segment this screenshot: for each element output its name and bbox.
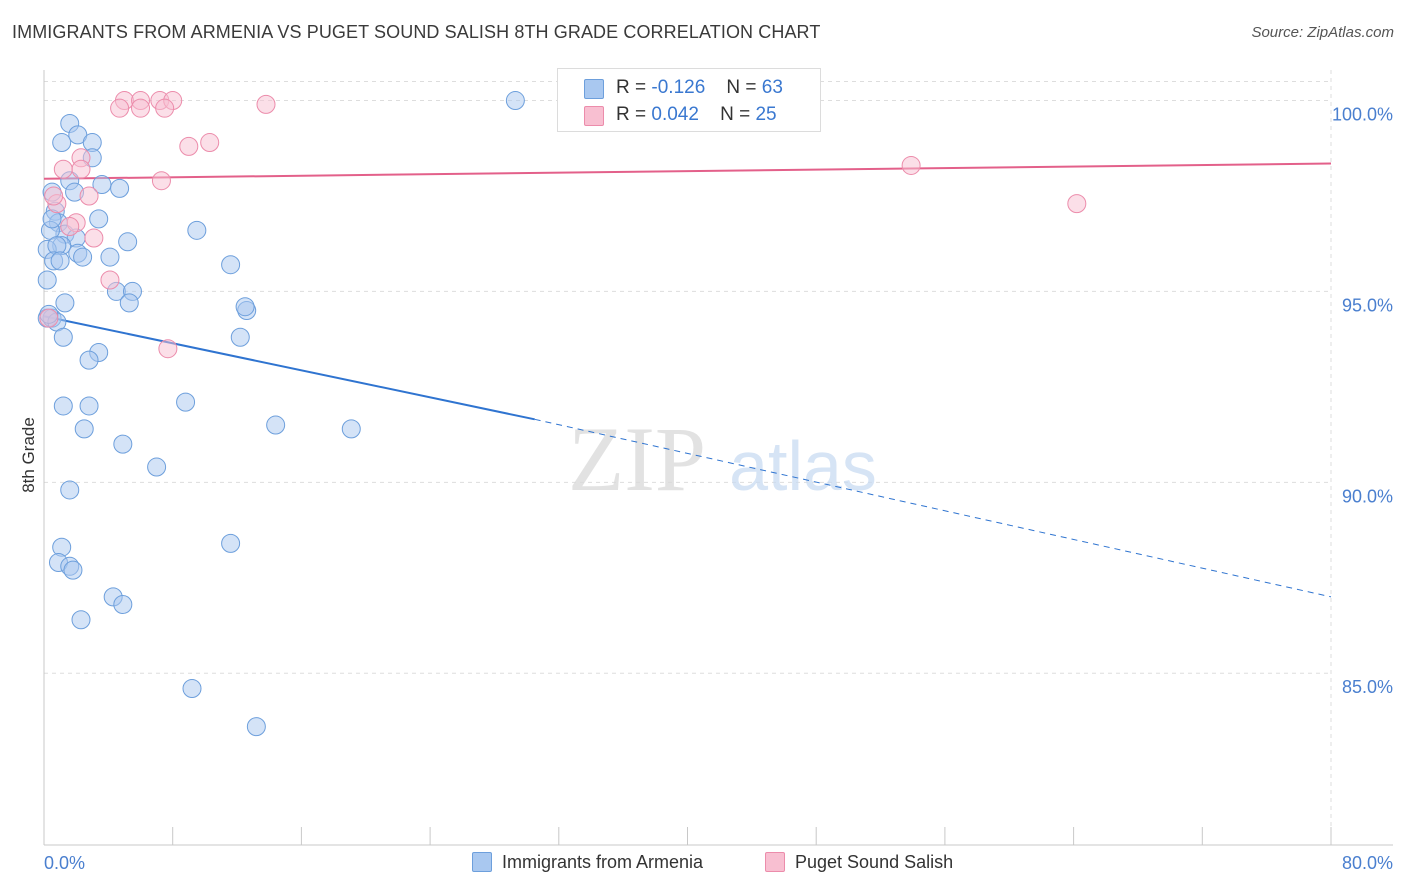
y-tick-label: 85.0%	[1342, 677, 1393, 697]
source-label: Source: ZipAtlas.com	[1251, 24, 1394, 41]
point-armenia	[60, 480, 80, 500]
point-armenia	[100, 247, 120, 267]
legend-r-value-armenia: -0.126	[651, 77, 706, 98]
point-armenia	[37, 270, 57, 290]
point-armenia	[341, 419, 361, 439]
point-salish	[179, 136, 199, 156]
point-armenia	[53, 327, 73, 347]
axes	[43, 70, 1393, 846]
legend-r-value-salish: 0.042	[651, 104, 699, 125]
bottom-legend-swatch-armenia	[472, 852, 492, 872]
legend-swatch-salish	[584, 106, 604, 126]
point-salish	[79, 186, 99, 206]
y-axis-label: 8th Grade	[19, 417, 38, 493]
tick-labels: 85.0% 90.0% 95.0% 100.0% 0.0% 80.0%	[44, 105, 1393, 873]
chart-title: IMMIGRANTS FROM ARMENIA VS PUGET SOUND S…	[12, 22, 821, 42]
legend-n-label: N =	[720, 104, 751, 125]
watermark: ZIP atlas	[568, 408, 877, 510]
point-armenia	[55, 293, 75, 313]
point-armenia	[74, 419, 94, 439]
point-armenia	[110, 178, 130, 198]
legend-n-value-armenia: 63	[761, 77, 783, 98]
point-salish	[1067, 194, 1087, 214]
stats-legend: R = -0.126 N = 63 R = 0.042 N = 25	[557, 68, 821, 132]
trend-line-armenia-extension	[534, 418, 1332, 598]
y-tick-label: 95.0%	[1342, 295, 1393, 315]
point-armenia	[73, 247, 93, 267]
point-salish	[71, 159, 91, 179]
point-salish	[200, 133, 220, 153]
trend-lines	[43, 162, 1332, 598]
point-salish	[100, 270, 120, 290]
x-tick-label: 0.0%	[44, 853, 85, 873]
point-armenia	[118, 232, 138, 252]
legend-n-label: N =	[726, 77, 757, 98]
trend-line-salish	[43, 162, 1332, 180]
watermark-zip: ZIP	[568, 408, 706, 510]
data-points	[37, 91, 1087, 737]
legend-n-value-salish: 25	[755, 104, 777, 125]
point-salish	[155, 98, 175, 118]
bottom-legend-swatch-salish	[765, 852, 785, 872]
point-armenia	[235, 297, 255, 317]
point-salish	[131, 98, 151, 118]
point-armenia	[113, 434, 133, 454]
point-salish	[44, 186, 64, 206]
point-salish	[110, 98, 130, 118]
legend-r-label: R =	[616, 77, 647, 98]
point-salish	[158, 339, 178, 359]
point-armenia	[113, 594, 133, 614]
legend-r-label: R =	[616, 104, 647, 125]
point-armenia	[221, 255, 241, 275]
point-salish	[39, 308, 59, 328]
point-armenia	[89, 209, 109, 229]
point-armenia	[53, 396, 73, 416]
bottom-legend-armenia: Immigrants from Armenia	[472, 852, 703, 873]
point-salish	[84, 228, 104, 248]
point-armenia	[221, 533, 241, 553]
point-armenia	[63, 560, 83, 580]
trend-line-armenia	[43, 315, 535, 421]
point-salish	[256, 94, 276, 114]
point-armenia	[79, 396, 99, 416]
point-armenia	[266, 415, 286, 435]
point-armenia	[176, 392, 196, 412]
point-armenia	[50, 251, 70, 271]
point-armenia	[230, 327, 250, 347]
legend-swatch-armenia	[584, 79, 604, 99]
point-armenia	[505, 91, 525, 111]
point-salish	[151, 171, 171, 191]
bottom-legend-label-armenia: Immigrants from Armenia	[502, 852, 704, 872]
point-armenia	[119, 293, 139, 313]
point-armenia	[147, 457, 167, 477]
y-tick-label: 100.0%	[1332, 105, 1393, 125]
watermark-atlas: atlas	[729, 427, 877, 505]
point-armenia	[71, 610, 91, 630]
point-salish	[53, 159, 73, 179]
point-armenia	[182, 678, 202, 698]
point-armenia	[79, 350, 99, 370]
point-salish	[60, 217, 80, 237]
point-armenia	[246, 717, 266, 737]
point-salish	[901, 155, 921, 175]
bottom-legend-label-salish: Puget Sound Salish	[795, 852, 954, 872]
point-armenia	[187, 220, 207, 240]
y-tick-label: 90.0%	[1342, 486, 1393, 506]
bottom-legend-salish: Puget Sound Salish	[765, 852, 953, 873]
x-tick-label: 80.0%	[1342, 853, 1393, 873]
point-armenia	[52, 133, 72, 153]
